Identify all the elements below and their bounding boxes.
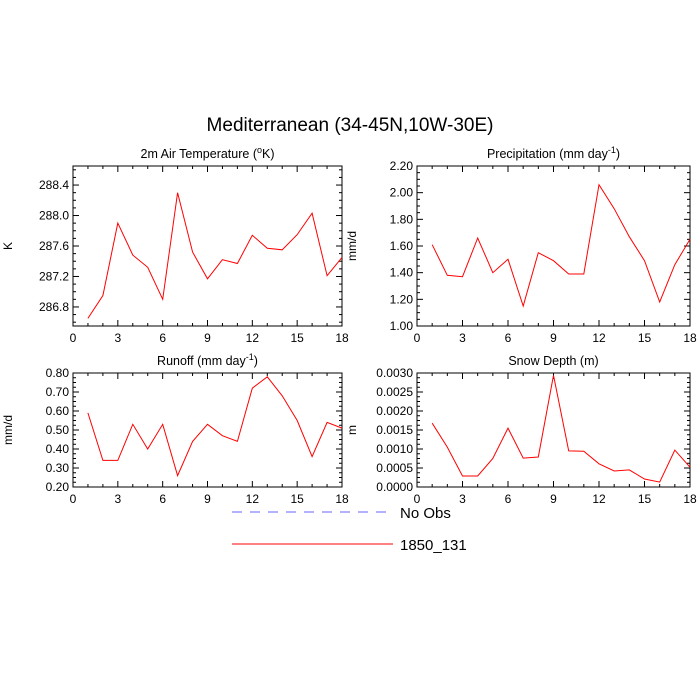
x-tick-label: 15 xyxy=(290,492,304,506)
y-tick-label: 1.20 xyxy=(390,292,414,306)
x-tick-label: 6 xyxy=(159,331,166,345)
y-axis-label: mm/d xyxy=(345,231,359,261)
y-axis-label: K xyxy=(1,242,15,250)
panel-title-text: Runoff (mm day xyxy=(157,354,246,368)
y-tick-label: 0.0005 xyxy=(376,461,413,475)
y-axis-label: m xyxy=(345,425,359,435)
x-tick-label: 0 xyxy=(414,331,421,345)
y-tick-label: 0.0010 xyxy=(376,442,413,456)
x-tick-label: 3 xyxy=(459,492,466,506)
y-tick-label: 287.6 xyxy=(39,239,69,253)
y-tick-label: 0.80 xyxy=(46,366,70,380)
panels-group: 2m Air Temperature (oK)0 3 6 9 12 15 18286.828… xyxy=(1,145,697,506)
y-tick-label: 0.60 xyxy=(46,404,70,418)
y-tick-label: 288.0 xyxy=(39,209,69,223)
panel-title-superscript: o xyxy=(257,145,262,155)
legend-label-no-obs: No Obs xyxy=(400,505,451,522)
panel-title-text-end: ) xyxy=(254,354,258,368)
x-tick-label: 18 xyxy=(683,331,697,345)
y-tick-label: 0.50 xyxy=(46,423,70,437)
series-line-precipitation xyxy=(431,183,691,308)
y-tick-label: 1.40 xyxy=(390,266,414,280)
y-tick-label: 0.30 xyxy=(46,461,70,475)
x-tick-label: 0 xyxy=(70,492,77,506)
y-tick-label: 286.8 xyxy=(39,300,69,314)
panel-title: Snow Depth (m) xyxy=(508,354,598,368)
panel-precipitation: Precipitation (mm day-1) 0 3 6 9 12 15 18 1.00 1.… xyxy=(345,145,697,345)
x-tick-label: 15 xyxy=(638,331,652,345)
x-tick-label: 18 xyxy=(335,492,349,506)
legend: No Obs 1850_131 xyxy=(232,505,467,554)
series-line-air-temperature xyxy=(87,192,343,319)
x-tick-label: 12 xyxy=(246,331,260,345)
y-tick-label: 1.80 xyxy=(390,212,414,226)
series-line-snow-depth xyxy=(431,375,691,483)
x-tick-label: 3 xyxy=(114,492,121,506)
panel-title-text-end: ) xyxy=(616,147,620,161)
y-tick-label: 0.0030 xyxy=(376,366,413,380)
y-axis-label: mm/d xyxy=(1,415,15,445)
x-tick-label: 3 xyxy=(114,331,121,345)
panel-snow-depth: Snow Depth (m) 0 3 6 9 12 15 18 0.0000 0.0005 0.00… xyxy=(345,354,697,506)
y-tick-label: 2.20 xyxy=(390,159,414,173)
panel-title: 2m Air Temperature (oK) xyxy=(141,145,275,161)
panel-title-text: 2m Air Temperature ( xyxy=(141,147,258,161)
x-tick-label: 6 xyxy=(505,331,512,345)
y-tick-label: 0.0025 xyxy=(376,385,413,399)
x-tick-label: 0 xyxy=(70,331,77,345)
x-tick-label: 3 xyxy=(459,331,466,345)
y-tick-label: 1.60 xyxy=(390,239,414,253)
panel-title: Runoff (mm day-1) xyxy=(157,352,258,368)
panel-runoff: Runoff (mm day-1) 0 3 6 9 12 15 18 0.20 0.30 0.40 0… xyxy=(1,352,349,506)
figure-title: Mediterranean (34-45N,10W-30E) xyxy=(207,115,494,136)
series-line-runoff xyxy=(87,376,343,478)
y-tick-label: 288.4 xyxy=(39,178,69,192)
y-tick-label: 2.00 xyxy=(390,186,414,200)
panel-title-text: Snow Depth (m) xyxy=(508,354,598,368)
x-tick-label: 12 xyxy=(246,492,260,506)
y-tick-label: 0.0000 xyxy=(376,480,413,494)
legend-label-1850-131: 1850_131 xyxy=(400,537,467,554)
y-tick-label: 0.0015 xyxy=(376,423,413,437)
x-tick-label: 18 xyxy=(683,492,697,506)
x-tick-label: 15 xyxy=(638,492,652,506)
x-tick-label: 15 xyxy=(290,331,304,345)
panel-title: Precipitation (mm day-1) xyxy=(487,145,620,161)
y-tick-label: 0.40 xyxy=(46,442,70,456)
panel-title-text: Precipitation (mm day xyxy=(487,147,609,161)
y-tick-label: 0.0020 xyxy=(376,404,413,418)
y-tick-label: 0.70 xyxy=(46,385,70,399)
x-tick-label: 9 xyxy=(204,492,211,506)
x-tick-label: 9 xyxy=(550,492,557,506)
x-tick-label: 9 xyxy=(550,331,557,345)
panel-air-temperature: 2m Air Temperature (oK) 0 3 6 9 12 15 18 286.8 28… xyxy=(1,145,349,345)
y-tick-label: 0.20 xyxy=(46,480,70,494)
x-tick-label: 6 xyxy=(159,492,166,506)
panel-title-superscript: -1 xyxy=(246,352,254,362)
panel-title-text-end: K) xyxy=(262,147,275,161)
panel-title-superscript: -1 xyxy=(608,145,616,155)
x-tick-label: 9 xyxy=(204,331,211,345)
x-tick-label: 6 xyxy=(505,492,512,506)
x-tick-label: 12 xyxy=(592,492,606,506)
y-tick-label: 1.00 xyxy=(390,319,414,333)
x-tick-label: 18 xyxy=(335,331,349,345)
x-tick-label: 0 xyxy=(414,492,421,506)
y-tick-label: 287.2 xyxy=(39,269,69,283)
x-tick-label: 12 xyxy=(592,331,606,345)
